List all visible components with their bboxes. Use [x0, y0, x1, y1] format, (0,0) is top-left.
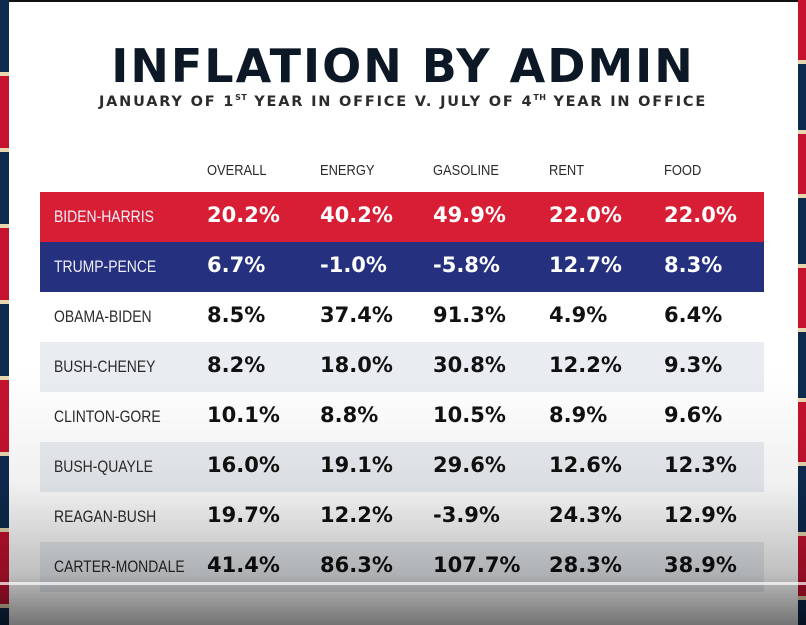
cell-rent: 12.2%	[549, 353, 622, 377]
cell-gasoline: -3.9%	[433, 503, 500, 527]
cell-food: 9.3%	[664, 353, 723, 377]
table-row-bush-cheney: BUSH-CHENEY 8.2% 18.0% 30.8% 12.2% 9.3%	[40, 342, 764, 392]
table-row-obama-biden: OBAMA-BIDEN 8.5% 37.4% 91.3% 4.9% 6.4%	[40, 292, 764, 342]
table-row-biden-harris: BIDEN-HARRIS 20.2% 40.2% 49.9% 22.0% 22.0%	[40, 192, 764, 242]
video-progress-bar[interactable]	[0, 582, 806, 585]
cell-overall: 8.2%	[207, 353, 266, 377]
cell-food: 22.0%	[664, 203, 737, 227]
subtitle-part-2: YEAR IN OFFICE V. JULY OF 4	[247, 94, 534, 110]
cell-food: 6.4%	[664, 303, 723, 327]
cell-food: 8.3%	[664, 253, 723, 277]
cell-overall: 19.7%	[207, 503, 280, 527]
cell-rent: 12.6%	[549, 453, 622, 477]
video-progress-fill	[0, 582, 806, 585]
cell-food: 9.6%	[664, 403, 723, 427]
column-header-overall: OVERALL	[207, 162, 267, 179]
video-frame-top-edge	[0, 0, 806, 2]
cell-energy: 18.0%	[320, 353, 393, 377]
subtitle-sup-2: TH	[533, 93, 547, 102]
administration-name: CARTER-MONDALE	[54, 557, 185, 576]
cell-gasoline: 107.7%	[433, 553, 521, 577]
flag-border-left	[0, 0, 9, 625]
infographic-title: INFLATION BY ADMIN	[111, 39, 695, 93]
cell-overall: 41.4%	[207, 553, 280, 577]
administration-name: OBAMA-BIDEN	[54, 307, 152, 326]
administration-name: BUSH-CHENEY	[54, 357, 156, 376]
cell-rent: 22.0%	[549, 203, 622, 227]
column-header-gasoline: GASOLINE	[433, 162, 499, 179]
table-header-row: OVERALL ENERGY GASOLINE RENT FOOD	[40, 158, 764, 192]
cell-rent: 8.9%	[549, 403, 608, 427]
cell-energy: 8.8%	[320, 403, 379, 427]
cell-energy: 86.3%	[320, 553, 393, 577]
column-header-rent: RENT	[549, 162, 585, 179]
cell-food: 38.9%	[664, 553, 737, 577]
cell-overall: 8.5%	[207, 303, 266, 327]
infographic-subtitle: JANUARY OF 1ST YEAR IN OFFICE V. JULY OF…	[0, 93, 806, 110]
cell-gasoline: 91.3%	[433, 303, 506, 327]
cell-gasoline: 49.9%	[433, 203, 506, 227]
administration-name: TRUMP-PENCE	[54, 257, 157, 276]
table-row-clinton-gore: CLINTON-GORE 10.1% 8.8% 10.5% 8.9% 9.6%	[40, 392, 764, 442]
cell-gasoline: 30.8%	[433, 353, 506, 377]
subtitle-part-1: JANUARY OF 1	[98, 94, 236, 110]
administration-name: CLINTON-GORE	[54, 407, 161, 426]
subtitle-sup-1: ST	[235, 93, 248, 102]
cell-overall: 6.7%	[207, 253, 266, 277]
administration-name: BIDEN-HARRIS	[54, 207, 154, 226]
column-header-energy: ENERGY	[320, 162, 375, 179]
cell-rent: 24.3%	[549, 503, 622, 527]
inflation-table: OVERALL ENERGY GASOLINE RENT FOOD BIDEN-…	[40, 158, 764, 592]
administration-name: REAGAN-BUSH	[54, 507, 157, 526]
administration-name: BUSH-QUAYLE	[54, 457, 153, 476]
cell-energy: 40.2%	[320, 203, 393, 227]
cell-food: 12.3%	[664, 453, 737, 477]
flag-border-right	[798, 0, 806, 625]
cell-overall: 16.0%	[207, 453, 280, 477]
column-header-food: FOOD	[664, 162, 702, 179]
cell-energy: -1.0%	[320, 253, 387, 277]
cell-rent: 12.7%	[549, 253, 622, 277]
cell-energy: 19.1%	[320, 453, 393, 477]
table-row-reagan-bush: REAGAN-BUSH 19.7% 12.2% -3.9% 24.3% 12.9%	[40, 492, 764, 542]
cell-rent: 4.9%	[549, 303, 608, 327]
cell-overall: 20.2%	[207, 203, 280, 227]
cell-gasoline: -5.8%	[433, 253, 500, 277]
cell-food: 12.9%	[664, 503, 737, 527]
cell-energy: 12.2%	[320, 503, 393, 527]
cell-gasoline: 10.5%	[433, 403, 506, 427]
cell-overall: 10.1%	[207, 403, 280, 427]
subtitle-part-3: YEAR IN OFFICE	[546, 94, 708, 110]
cell-rent: 28.3%	[549, 553, 622, 577]
cell-energy: 37.4%	[320, 303, 393, 327]
table-row-trump-pence: TRUMP-PENCE 6.7% -1.0% -5.8% 12.7% 8.3%	[40, 242, 764, 292]
table-row-bush-quayle: BUSH-QUAYLE 16.0% 19.1% 29.6% 12.6% 12.3%	[40, 442, 764, 492]
cell-gasoline: 29.6%	[433, 453, 506, 477]
